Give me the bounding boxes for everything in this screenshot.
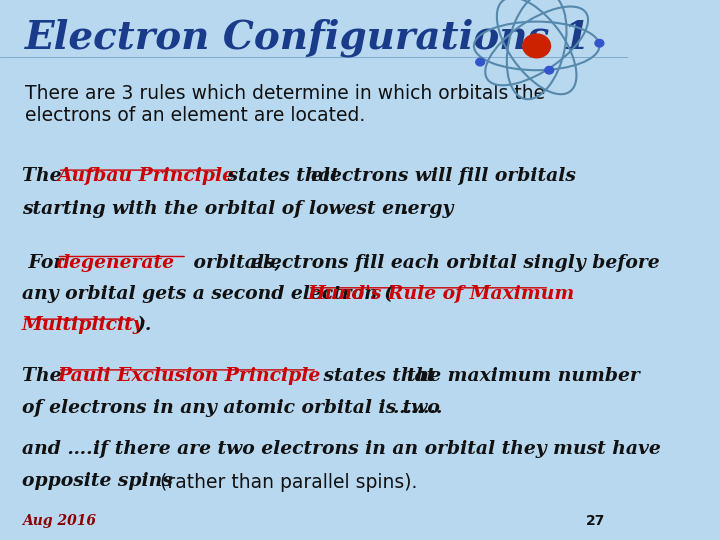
Text: starting with the orbital of lowest energy: starting with the orbital of lowest ener…: [22, 200, 454, 218]
Text: the maximum number: the maximum number: [407, 367, 639, 385]
Text: For: For: [22, 254, 70, 272]
Text: states that: states that: [317, 367, 442, 385]
Text: any orbital gets a second electron (: any orbital gets a second electron (: [22, 285, 393, 303]
Text: opposite spins: opposite spins: [22, 472, 173, 490]
Text: Electron Configurations 1: Electron Configurations 1: [25, 19, 591, 57]
Text: ……..: ……..: [393, 399, 444, 416]
Text: Hund's Rule of Maximum: Hund's Rule of Maximum: [307, 285, 575, 303]
Text: Multiplicity: Multiplicity: [22, 316, 145, 334]
Text: electrons fill each orbital singly before: electrons fill each orbital singly befor…: [251, 254, 660, 272]
Circle shape: [523, 34, 551, 58]
Text: degenerate: degenerate: [56, 254, 174, 272]
Text: (rather than parallel spins).: (rather than parallel spins).: [154, 472, 417, 491]
Text: electrons will fill orbitals: electrons will fill orbitals: [311, 167, 576, 185]
Circle shape: [476, 58, 485, 66]
Text: The: The: [22, 167, 68, 185]
Text: states that: states that: [221, 167, 346, 185]
Text: There are 3 rules which determine in which orbitals the
electrons of an element : There are 3 rules which determine in whi…: [25, 84, 545, 125]
Text: Aufbau Principle: Aufbau Principle: [58, 167, 235, 185]
Text: of electrons in any atomic orbital is two: of electrons in any atomic orbital is tw…: [22, 399, 440, 416]
Text: ).: ).: [137, 316, 152, 334]
Text: Pauli Exclusion Principle: Pauli Exclusion Principle: [58, 367, 321, 385]
Text: if there are two electrons in an orbital they must have: if there are two electrons in an orbital…: [93, 440, 661, 458]
Text: and …..: and …..: [22, 440, 106, 458]
Text: 27: 27: [586, 514, 606, 528]
Text: .: .: [402, 200, 408, 218]
Circle shape: [545, 66, 554, 74]
Circle shape: [595, 39, 604, 47]
Text: The: The: [22, 367, 68, 385]
Text: orbitals,: orbitals,: [187, 254, 287, 272]
Text: Aug 2016: Aug 2016: [22, 514, 96, 528]
